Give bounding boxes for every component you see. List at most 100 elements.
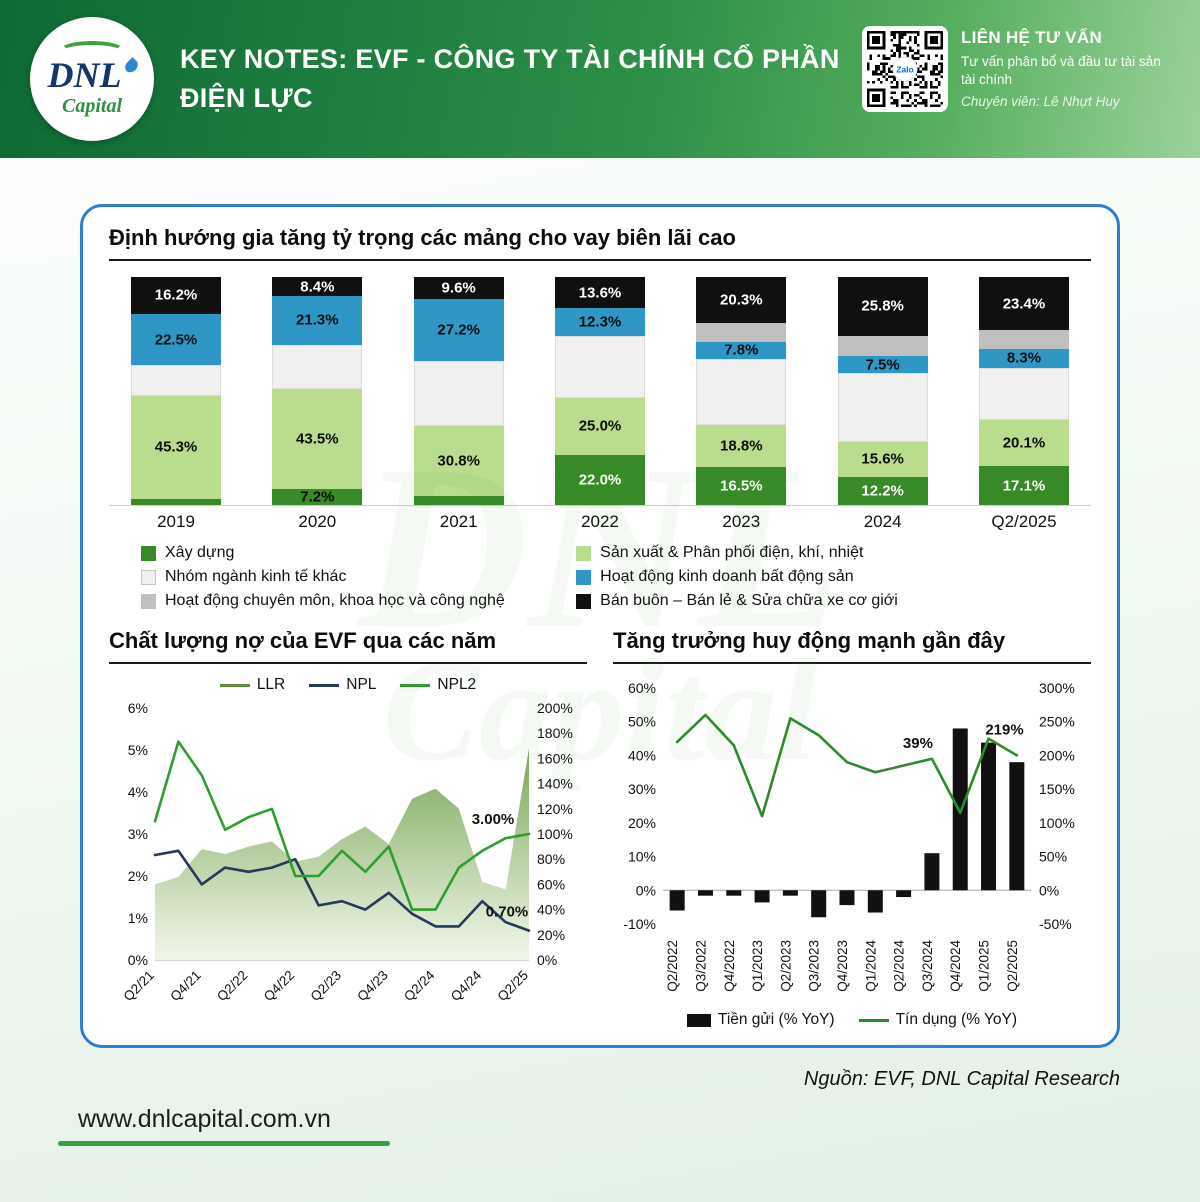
left-axis-tick: 20%	[628, 815, 656, 831]
bar-value-label: 20.1%	[1002, 434, 1046, 452]
bar-segment: 12.2%	[837, 477, 928, 505]
debt-quality-legend: LLR NPL NPL2	[109, 676, 587, 694]
x-axis-label: Q4/24	[448, 967, 485, 1004]
bar-segment	[696, 359, 787, 425]
bar-segment	[696, 323, 787, 342]
bar-value-label: 23.4%	[1002, 295, 1046, 313]
bar-value-label: 15.6%	[861, 450, 904, 468]
right-axis-tick: 140%	[537, 776, 573, 792]
funding-growth-chart: -10% 0% 10% 20% 30% 40% 50% 60% -50% 0% 50% 100% 150…	[613, 676, 1091, 1011]
left-axis-tick: 3%	[128, 826, 148, 842]
qr-code-image	[867, 31, 943, 107]
chart-annotation: 0.70%	[486, 904, 529, 921]
left-axis-tick: 30%	[628, 781, 656, 797]
bar-segment: 22.0%	[554, 454, 645, 505]
legend-swatch	[576, 593, 592, 609]
bar	[697, 890, 713, 896]
legend-item: NPL	[309, 676, 376, 694]
right-axis-tick: -50%	[1039, 916, 1072, 932]
left-axis-tick: 4%	[128, 784, 148, 800]
x-axis-line	[109, 505, 1091, 506]
legend-item: Hoạt động chuyên môn, khoa học và công n…	[141, 592, 576, 610]
debt-quality-chart: 0% 1% 2% 3% 4% 5% 6% 0% 20% 40% 60% 80% 100% 120% 140%…	[109, 696, 587, 1031]
right-axis-tick: 100%	[1039, 815, 1075, 831]
left-axis-tick: 0%	[636, 882, 656, 898]
legend-label: Bán buôn – Bán lẻ & Sửa chữa xe cơ giới	[600, 592, 898, 609]
section-funding-growth: Tăng trưởng huy động mạnh gần đây -10% 0%…	[613, 628, 1091, 1031]
legend-item: Tín dụng (% YoY)	[858, 1011, 1018, 1029]
x-axis-label: 2022	[581, 512, 619, 531]
bar-value-label: 25.0%	[578, 417, 622, 435]
qr-code: Zalo	[862, 26, 948, 112]
x-axis-label: 2020	[298, 512, 337, 531]
bar-segment: 7.5%	[837, 356, 928, 374]
legend-label: Xây dựng	[165, 544, 235, 561]
bar-value-label: 7.2%	[300, 488, 335, 506]
legend-swatch	[141, 545, 156, 561]
x-axis-label: Q4/22	[261, 968, 298, 1005]
contact-block: Zalo LIÊN HỆ TƯ VẤN Tư vấn phân bổ và đầ…	[862, 26, 1186, 112]
x-axis-label: 2019	[157, 512, 195, 531]
bar-segment: 15.6%	[837, 441, 928, 478]
contact-text: LIÊN HỆ TƯ VẤN Tư vấn phân bổ và đầu tư …	[961, 26, 1169, 112]
legend-label: Sản xuất & Phân phối điện, khí, nhiệt	[600, 544, 864, 561]
website-text: www.dnlcapital.com.vn	[78, 1105, 331, 1133]
legend-label: Nhóm ngành kinh tế khác	[165, 568, 347, 585]
bar-stack: 22.0% 25.0% 12.3% 13.6%	[554, 277, 645, 505]
legend-label: NPL	[346, 676, 377, 693]
water-drop-icon	[122, 56, 140, 75]
bar-value-label: 27.2%	[437, 321, 480, 339]
bar-stack: 2.6% 45.3% 22.5% 16.2%	[131, 277, 221, 505]
website-underline	[58, 1141, 390, 1146]
legend-item: Sản xuất & Phân phối điện, khí, nhiệt	[576, 544, 1087, 562]
bar	[1009, 762, 1025, 891]
bar-column: 7.2% 43.5% 21.3% 8.4% 2020	[272, 277, 363, 532]
bar	[754, 890, 770, 903]
legend-item: Nhóm ngành kinh tế khác	[141, 568, 576, 586]
bar-value-label: 22.0%	[578, 471, 622, 489]
right-axis-tick: 40%	[537, 902, 565, 918]
chart-annotation: 39%	[903, 735, 933, 752]
x-axis-label: Q3/2024	[920, 940, 935, 992]
x-axis-label: Q2/2024	[892, 940, 907, 992]
bar-segment: 25.0%	[554, 397, 645, 455]
bar-value-label: 12.3%	[578, 313, 622, 331]
x-axis-label: Q4/2023	[835, 940, 850, 992]
x-axis-label: Q1/2024	[863, 940, 878, 992]
bar-value-label: 30.8%	[437, 452, 480, 470]
right-axis-tick: 300%	[1039, 680, 1075, 696]
bar-stack: 7.2% 43.5% 21.3% 8.4%	[272, 277, 363, 506]
bar-segment	[554, 336, 645, 398]
legend-item: Bán buôn – Bán lẻ & Sửa chữa xe cơ giới	[576, 592, 1087, 610]
bar-segment: 18.8%	[696, 424, 787, 468]
chart2-svg: 0% 1% 2% 3% 4% 5% 6% 0% 20% 40% 60% 80% 100% 120% 140%…	[121, 700, 573, 1005]
left-axis-tick: 50%	[628, 714, 656, 730]
right-axis-tick: 180%	[537, 725, 573, 741]
legend-label: Tín dụng (% YoY)	[895, 1011, 1018, 1028]
left-axis-tick: -10%	[623, 916, 656, 932]
bar-segment: 3.9%	[413, 480, 504, 505]
x-axis-label: 2024	[863, 512, 902, 531]
bar-segment	[837, 373, 928, 442]
bar-segment: 27.2%	[413, 298, 504, 361]
bar	[981, 742, 997, 891]
bar-segment: 22.5%	[131, 313, 221, 366]
right-axis-tick: 160%	[537, 750, 573, 766]
bar-segment	[837, 335, 928, 357]
source-note: Nguồn: EVF, DNL Capital Research	[803, 1068, 1120, 1090]
legend-item: Hoạt động kinh doanh bất động sản	[576, 568, 1087, 586]
section-debt-quality: Chất lượng nợ của EVF qua các năm LLR NPL…	[109, 628, 587, 1031]
bar-segment: 7.2%	[272, 488, 363, 506]
legend-swatch	[576, 545, 592, 561]
report-card: Định hướng gia tăng tỷ trọng các mảng ch…	[80, 204, 1120, 1048]
bar-column: 12.2% 15.6% 7.5% 25.8% 2024	[837, 277, 928, 532]
right-axis-tick: 20%	[537, 927, 565, 943]
chart-annotation: 219%	[985, 722, 1023, 739]
contact-heading: LIÊN HỆ TƯ VẤN	[961, 28, 1103, 47]
x-axis-label: Q2/2023	[778, 940, 793, 992]
series-bar-ti-n-g-i-yoy-	[669, 728, 1025, 918]
bar-value-label: 12.2%	[861, 482, 904, 500]
left-axis-tick: 10%	[628, 849, 656, 865]
website-link[interactable]: www.dnlcapital.com.vn	[58, 1105, 390, 1146]
bar-value-label: 8.3%	[1006, 349, 1042, 367]
